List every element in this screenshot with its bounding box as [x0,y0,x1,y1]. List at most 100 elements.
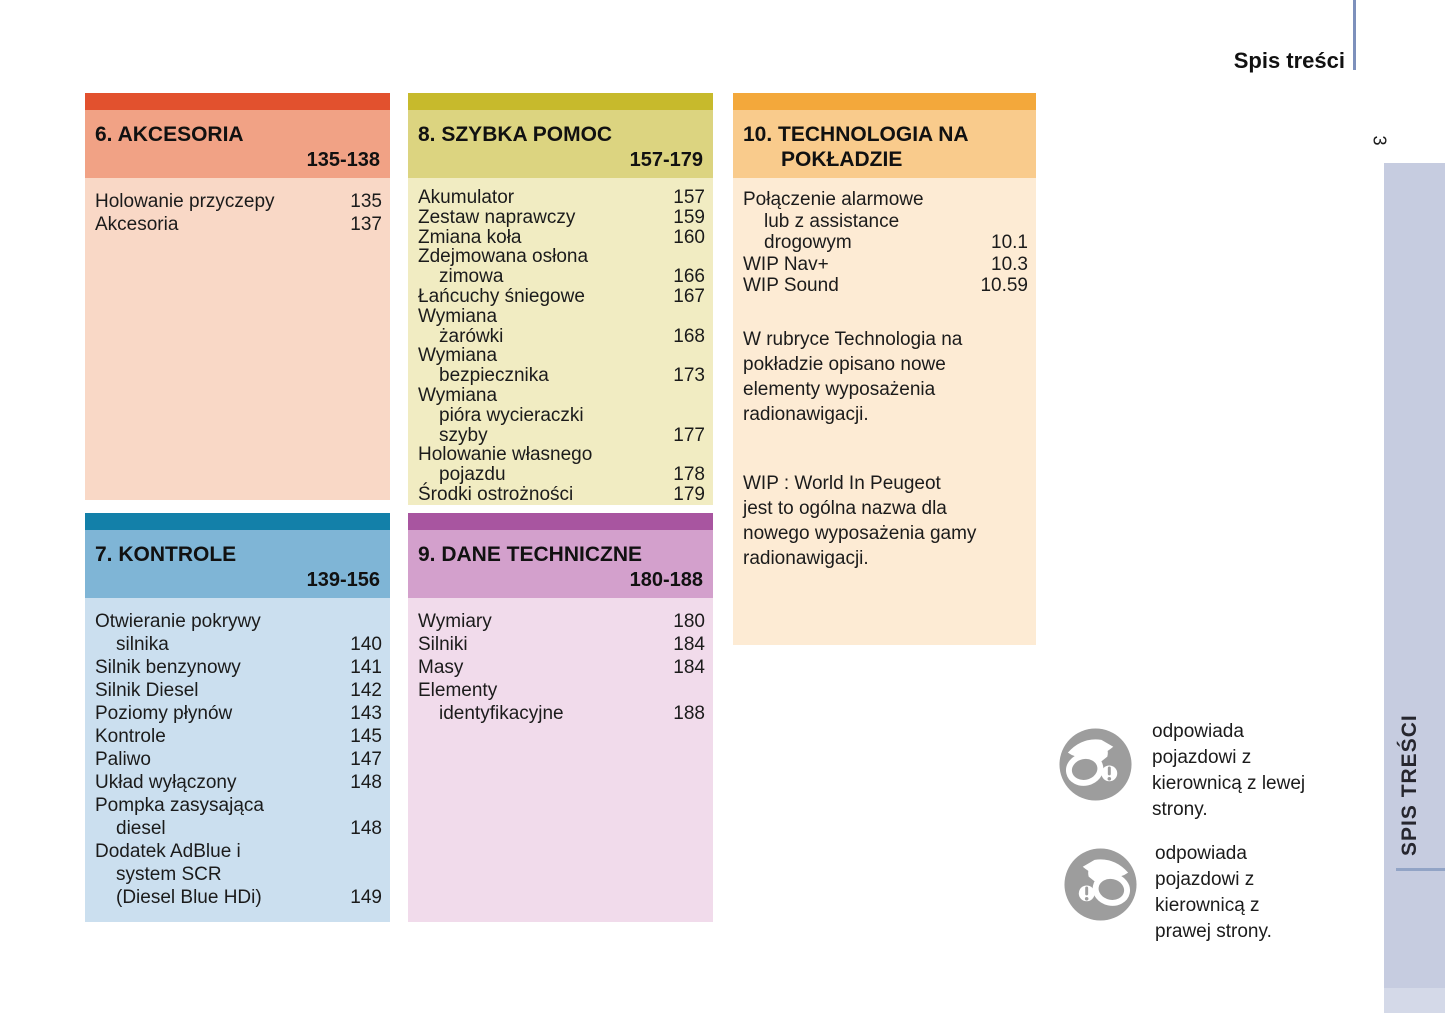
toc-item-page: 147 [350,749,382,770]
legend-caption-right: odpowiada pojazdowi z kierownicą z prawe… [1155,843,1272,942]
toc-item-label: Łańcuchy śniegowe [418,285,585,307]
toc-list: Otwieranie pokrywy silnika 140 Silnik benzy… [95,610,382,909]
box-paragraphs: W rubryce Technologia na pokładzie opisa… [743,327,1028,571]
toc-item-label: Zmiana koła [418,226,522,248]
section-box-technologia: 10. TECHNOLOGIA NA POKŁADZIE Połączenie … [733,93,1036,645]
toc-line: zimowa 166 [418,267,705,287]
section-box-kontrole: 7. KONTROLE 139-156 Otwieranie pokrywy si… [85,513,390,922]
box-title: 8. SZYBKA POMOC [418,123,613,146]
toc-item-label: identyfikacyjne [439,703,564,724]
toc-item-page: 160 [673,226,705,248]
toc-item-label: Holowanie przyczepy [95,191,275,212]
toc-line: Połączenie alarmowe [743,189,924,210]
toc-line: Zestaw naprawczy 159 [418,206,705,228]
box-header: 6. AKCESORIA 135-138 [85,110,390,178]
toc-item: Wymiana bezpiecznika 173 [418,346,705,386]
toc-item-label: Środki ostrożności [418,483,574,505]
toc-item-label: Kontrole [95,726,166,747]
toc-item: Układ wyłączony 148 [95,771,382,794]
toc-item-page: 179 [673,483,705,505]
toc-item-page: 141 [350,657,382,678]
toc-item-page: 149 [350,887,382,908]
sidebar-label: SPIS TREŚCI [1398,714,1421,856]
toc-item-page: 137 [350,214,382,235]
box-body: Połączenie alarmowe lub z assistance drogo… [733,178,1036,645]
toc-line: żarówki 168 [418,325,705,347]
box-body: Holowanie przyczepy 135 Akcesoria 137 [85,178,390,500]
toc-item: Zmiana koła 160 [418,226,705,248]
box-accent-bar [733,93,1036,110]
section-box-szybka-pomoc: 8. SZYBKA POMOC 157-179 Akumulator 157 Zes… [408,93,713,505]
toc-item-label: Silniki [418,634,468,655]
toc-line: Kontrole 145 [95,725,382,748]
toc-item-label: Zestaw naprawczy [418,206,576,228]
toc-line: Wymiana [418,384,498,406]
toc-item-label: Poziomy płynów [95,703,233,724]
toc-line: Zdejmowana osłona [418,246,589,268]
sidebar-band-tail [1384,988,1445,1013]
toc-line: WIP Sound 10.59 [743,275,1028,297]
toc-item: Akcesoria 137 [95,213,382,236]
toc-item-page: 143 [350,703,382,724]
toc-line: pojazdu 178 [418,465,705,485]
toc-line: Wymiana [418,305,498,327]
section-box-dane-techniczne: 9. DANE TECHNICZNE 180-188 Wymiary 180 Sil… [408,513,713,922]
toc-line: Silnik benzynowy 141 [95,656,382,679]
toc-list: Połączenie alarmowe lub z assistance drogo… [743,189,1028,297]
toc-line: Wymiary 180 [418,610,705,633]
toc-line: system SCR [116,864,222,885]
toc-line: identyfikacyjne 188 [418,702,705,725]
title-rule [1353,0,1356,70]
toc-item-page: 188 [673,703,705,724]
toc-item-page: 184 [673,657,705,678]
toc-list: Holowanie przyczepy 135 Akcesoria 137 [95,190,382,236]
box-title: 9. DANE TECHNICZNE [418,543,643,566]
box-header: 10. TECHNOLOGIA NA POKŁADZIE [733,110,1036,178]
toc-item-label: żarówki [439,325,504,347]
box-body: Wymiary 180 Silniki 184 Masy 184 Elementy ident… [408,598,713,922]
toc-item: Silniki 184 [418,633,705,656]
box-header: 8. SZYBKA POMOC 157-179 [408,110,713,178]
toc-item-page: 157 [673,187,705,208]
toc-item-label: WIP Sound [743,275,839,296]
toc-item: Dodatek AdBlue i system SCR (Diesel Blue H… [95,840,382,909]
box-title: 7. KONTROLE [95,543,237,566]
toc-line: Zmiana koła 160 [418,226,705,248]
toc-list: Wymiary 180 Silniki 184 Masy 184 Elementy ident… [418,610,705,725]
toc-item-page: 177 [673,424,705,446]
box-page-range: 135-138 [306,149,380,171]
toc-item: Silnik benzynowy 141 [95,656,382,679]
toc-line: Otwieranie pokrywy [95,611,261,632]
toc-line: Holowanie własnego [418,444,593,466]
toc-item: Holowanie własnego pojazdu 178 [418,445,705,485]
toc-item-label: diesel [116,818,166,839]
toc-line: Układ wyłączony 148 [95,771,382,794]
page-number: 3 [1369,135,1390,146]
toc-item-label: drogowym [764,232,852,253]
toc-item-page: 148 [350,818,382,839]
toc-item-page: 145 [350,726,382,747]
toc-item-page: 173 [673,365,705,387]
steering-wheel-right-icon [1063,847,1138,922]
toc-item-label: Wymiary [418,611,492,632]
page-title: Spis treści [1233,48,1345,73]
box-body: Akumulator 157 Zestaw naprawczy 159 Zmiana k… [408,178,713,505]
box-page-range: 180-188 [629,569,703,591]
toc-line: pióra wycieraczki [439,404,584,426]
toc-item-label: Akumulator [418,187,515,208]
toc-item-label: zimowa [439,266,504,288]
box-title: 10. TECHNOLOGIA NA POKŁADZIE [743,123,968,171]
toc-item-page: 166 [673,266,705,288]
toc-item-label: Układ wyłączony [95,772,237,793]
toc-item-page: 10.59 [980,275,1028,296]
toc-item-label: bezpiecznika [439,365,549,387]
toc-item: Paliwo 147 [95,748,382,771]
toc-line: Wymiana [418,345,498,367]
box-accent-bar [85,513,390,530]
toc-item: WIP Sound 10.59 [743,275,1028,297]
toc-item-label: Akcesoria [95,214,179,235]
toc-line: Poziomy płynów 143 [95,702,382,725]
box-page-range: 139-156 [306,569,380,591]
toc-item-page: 178 [673,464,705,486]
toc-line: Pompka zasysająca [95,795,264,816]
